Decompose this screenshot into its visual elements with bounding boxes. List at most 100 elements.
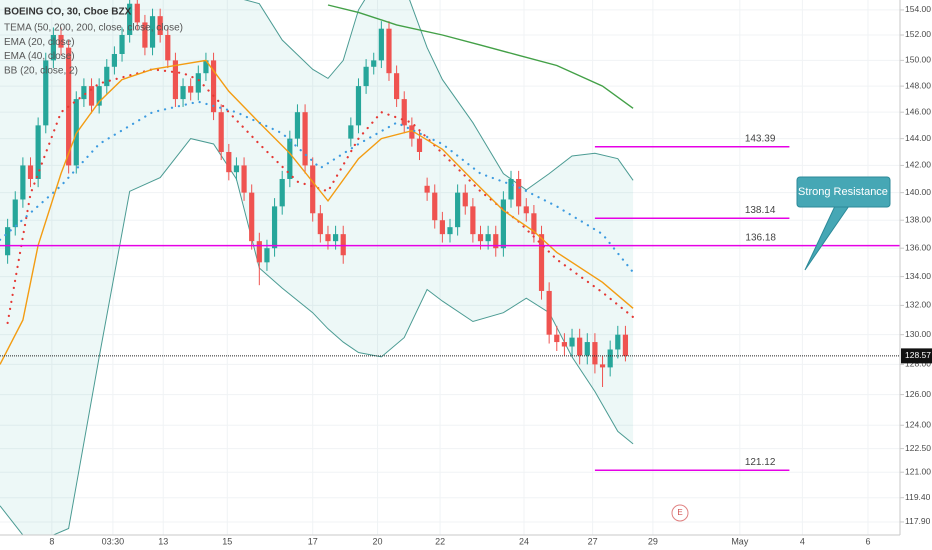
y-tick-label: 140.00	[905, 187, 931, 197]
candle-body	[256, 241, 262, 263]
candle-body	[43, 60, 49, 126]
level-label: 136.18	[745, 232, 776, 243]
x-tick-label: 8	[49, 536, 54, 546]
x-tick-label: 27	[588, 536, 598, 546]
candle-body	[188, 86, 194, 93]
level-label: 121.12	[745, 457, 776, 468]
candle-body	[439, 220, 445, 235]
legend-entry: EMA (20, close)	[4, 37, 75, 48]
legend-entry: BB (20, close, 2)	[4, 66, 78, 77]
x-tick-label: 20	[373, 536, 383, 546]
candle-body	[615, 334, 621, 350]
x-tick-label: 6	[865, 536, 870, 546]
x-tick-label: 17	[308, 536, 318, 546]
candle-body	[165, 34, 171, 61]
candle-body	[279, 178, 285, 207]
event-marker: E	[671, 504, 689, 522]
candle-body	[546, 290, 552, 335]
candle-body	[531, 213, 537, 235]
candle-body	[172, 60, 179, 100]
candle-body	[409, 125, 415, 139]
candle-body	[195, 73, 201, 93]
candle-body	[584, 342, 590, 356]
candle-body	[416, 138, 423, 152]
candle-body	[348, 125, 354, 139]
x-tick-label: 29	[648, 536, 658, 546]
candle-body	[50, 34, 56, 61]
y-tick-label: 132.00	[905, 300, 931, 310]
y-tick-label: 117.90	[905, 516, 931, 526]
candle-body	[210, 60, 217, 113]
candle-body	[149, 16, 156, 48]
x-tick-label: 24	[519, 536, 529, 546]
candle-body	[218, 112, 224, 152]
bb-upper	[243, 0, 634, 191]
candle-body	[432, 192, 438, 221]
candle-body	[607, 349, 613, 368]
x-tick-label: 22	[435, 536, 445, 546]
y-tick-label: 119.40	[905, 492, 931, 502]
y-tick-label: 124.00	[905, 420, 931, 430]
candle-body	[508, 178, 514, 200]
indicator-line	[0, 59, 634, 365]
y-tick-label: 144.00	[905, 133, 931, 143]
y-tick-label: 148.00	[905, 80, 931, 90]
y-tick-label: 128.00	[905, 359, 931, 369]
candle-body	[554, 334, 560, 343]
candle-body	[249, 192, 255, 242]
candle-body	[538, 234, 545, 291]
candle-body	[485, 234, 491, 242]
candle-body	[81, 86, 87, 100]
annotation-callout: Strong Resistance	[796, 176, 891, 271]
candle-body	[401, 99, 407, 126]
candle-body	[233, 165, 240, 173]
y-tick-label: 134.00	[905, 271, 931, 281]
candle-body	[363, 66, 369, 87]
plot-area	[0, 0, 900, 535]
candle-body	[355, 86, 362, 126]
y-tick-label: 150.00	[905, 55, 931, 65]
callout-pointer	[804, 205, 850, 271]
candle-body	[332, 234, 339, 242]
event-label: E	[677, 508, 682, 517]
y-tick-label: 121.00	[905, 466, 931, 476]
candle-body	[203, 60, 209, 74]
candle-body	[157, 16, 163, 35]
y-tick-label: 136.00	[905, 242, 931, 252]
candle-body	[386, 28, 392, 74]
candle-body	[317, 213, 323, 235]
candle-body	[88, 86, 95, 106]
candle-body	[577, 337, 583, 356]
candle-body	[241, 165, 247, 193]
y-tick-label: 126.00	[905, 389, 931, 399]
last-price-box	[901, 348, 932, 364]
candle-body	[500, 199, 506, 249]
candle-body	[599, 364, 606, 368]
chart-title: BOEING CO, 30, Cboe BZX	[4, 7, 132, 18]
candle-body	[27, 165, 34, 179]
candle-body	[180, 86, 186, 100]
candle-body	[142, 22, 148, 48]
candle-body	[310, 165, 316, 214]
legend-entry: TEMA (50, 200, 200, close, close, close)	[4, 23, 183, 34]
candle-body	[12, 199, 18, 228]
candle-body	[516, 178, 522, 207]
level-label: 138.14	[745, 205, 776, 216]
candle-body	[35, 125, 41, 179]
x-tick-label: 13	[158, 536, 168, 546]
candle-body	[378, 28, 384, 61]
y-tick-label: 152.00	[905, 29, 931, 39]
x-tick-label: 4	[800, 536, 805, 546]
candle-body	[119, 34, 125, 54]
candle-body	[394, 73, 400, 100]
candle-body	[470, 206, 476, 235]
y-tick-label: 130.00	[905, 329, 931, 339]
x-tick-label: May	[731, 536, 749, 546]
candle-body	[325, 234, 331, 242]
candle-body	[462, 192, 468, 207]
candle-body	[111, 53, 118, 67]
candle-body	[20, 165, 26, 200]
candle-body	[523, 206, 529, 214]
